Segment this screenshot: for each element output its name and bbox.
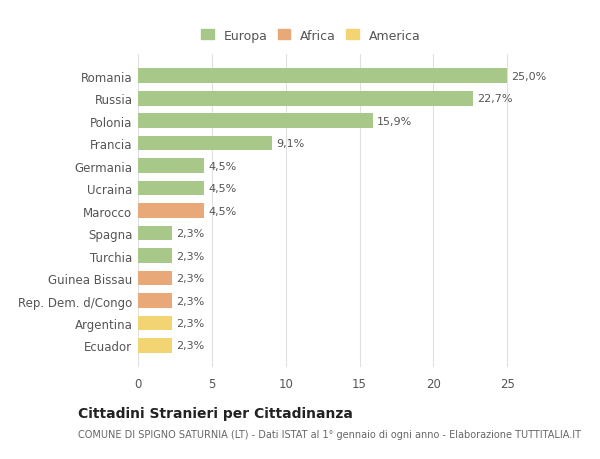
Text: COMUNE DI SPIGNO SATURNIA (LT) - Dati ISTAT al 1° gennaio di ogni anno - Elabora: COMUNE DI SPIGNO SATURNIA (LT) - Dati IS… — [78, 429, 581, 439]
Bar — [138, 69, 507, 84]
Text: 25,0%: 25,0% — [511, 72, 546, 82]
Text: 2,3%: 2,3% — [176, 296, 204, 306]
Bar — [138, 137, 272, 151]
Legend: Europa, Africa, America: Europa, Africa, America — [199, 27, 423, 45]
Bar — [138, 226, 172, 241]
Text: 4,5%: 4,5% — [208, 161, 236, 171]
Text: 2,3%: 2,3% — [176, 251, 204, 261]
Text: 2,3%: 2,3% — [176, 229, 204, 239]
Bar — [138, 271, 172, 285]
Text: 9,1%: 9,1% — [276, 139, 304, 149]
Text: 2,3%: 2,3% — [176, 274, 204, 283]
Bar — [138, 181, 205, 196]
Text: 15,9%: 15,9% — [377, 117, 412, 126]
Bar — [138, 316, 172, 330]
Text: 2,3%: 2,3% — [176, 318, 204, 328]
Bar — [138, 114, 373, 129]
Text: 4,5%: 4,5% — [208, 206, 236, 216]
Text: 22,7%: 22,7% — [477, 94, 512, 104]
Text: 4,5%: 4,5% — [208, 184, 236, 194]
Bar — [138, 249, 172, 263]
Bar — [138, 92, 473, 106]
Text: 2,3%: 2,3% — [176, 341, 204, 351]
Bar — [138, 338, 172, 353]
Bar — [138, 204, 205, 218]
Text: Cittadini Stranieri per Cittadinanza: Cittadini Stranieri per Cittadinanza — [78, 406, 353, 420]
Bar — [138, 294, 172, 308]
Bar — [138, 159, 205, 174]
